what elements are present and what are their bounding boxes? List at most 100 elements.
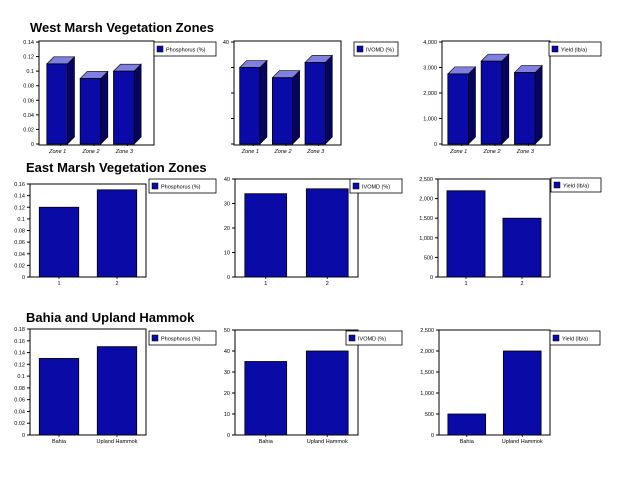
y-tick-label: 0.1 [17,374,25,380]
legend-label: Yield (lb/a) [563,184,589,190]
section-title-east-marsh: East Marsh Vegetation Zones [26,160,207,175]
y-tick-label: 1,500 [420,370,434,376]
y-tick-label: 0.04 [23,113,34,119]
y-tick-label: 0.02 [23,127,34,133]
legend-swatch [156,45,164,53]
x-tick-label: Zone 1 [48,149,66,155]
y-tick-label: 0.02 [14,263,25,269]
legend-swatch [553,181,561,189]
chart-east-yield: 0 500 1,000 1,500 2,000 2,500 1 2 Yield (lb/a) [419,177,602,287]
y-tick-label: 1,000 [423,117,437,123]
legend-swatch [151,182,159,190]
y-tick-label: 0.06 [14,240,25,246]
y-tick-label: 2,500 [420,328,434,334]
y-tick-label: 0.12 [14,205,25,211]
y-tick-label: 0.14 [23,40,34,46]
x-tick-label: Bahia [460,439,475,445]
chart-east-phosphorus: 0 0.02 0.04 0.06 0.08 0.1 0.12 0.14 0.16 1 2 Phosph… [14,178,217,287]
bar [79,78,102,145]
chart-west-yield: 0 1,000 2,000 3,000 4,000 Zone 1 Zone 2 Zone 3 Y… [423,40,602,155]
y-tick-label: 0.12 [23,55,34,61]
y-tick-label: 500 [425,412,434,418]
bar [502,350,542,436]
chart-bahia-phosphorus: 0 0.02 0.04 0.06 0.08 0.1 0.12 0.14 0.16 0.18 Bahi… [14,327,217,445]
bar-side [67,56,75,145]
y-tick-label: 2,500 [419,177,433,183]
y-tick-label: 4,000 [423,40,437,46]
y-tick-label: 0.04 [14,409,25,415]
x-tick-label: Bahia [259,439,274,445]
y-tick-label: 0 [430,275,433,281]
legend-swatch [352,182,360,190]
x-tick-label: Zone 1 [241,149,259,155]
x-tick-label: Zone 2 [81,149,99,155]
legend-label: Yield (lb/a) [562,337,588,343]
x-tick-label: Zone 3 [516,149,535,155]
legend-box [148,330,217,346]
y-tick-label: 0.16 [14,339,25,345]
y-tick-label: 0.12 [14,362,25,368]
bar [46,63,68,145]
legend-label: Phosphorus (%) [161,337,201,343]
y-tick-label: 40 [224,349,230,355]
y-tick-label: 500 [424,255,433,261]
y-tick-label: 2,000 [419,197,433,203]
legend-label: IVOMD (%) [362,185,390,191]
bar-side [468,66,476,145]
chart-west-ivomd: 40 Zone 1 Zone 2 Zone 3 IVOMD (%) [223,40,399,155]
y-tick-label: 0 [22,433,25,439]
chart-west-phosphorus: 0 0.02 0.04 0.06 0.08 0.1 0.12 0.14 Zone 1 Zone 2… [23,40,217,155]
bar-side [501,53,510,145]
y-tick-label: 0 [227,433,230,439]
y-tick-label: 0.04 [14,252,25,258]
bar [304,61,326,145]
bar [113,70,135,145]
legend-box [345,330,403,346]
x-tick-label: 2 [326,281,329,287]
bar [96,189,138,278]
legend-box [548,41,602,57]
y-tick-label: 0 [434,142,437,148]
x-tick-label: Zone 2 [273,149,291,155]
y-tick-label: 30 [224,202,230,208]
y-tick-label: 0.02 [14,421,25,427]
bar [38,206,80,278]
y-tick-label: 0 [31,142,34,148]
x-tick-label: 1 [264,281,267,287]
y-tick-label: 20 [224,226,230,232]
legend-swatch [356,45,364,53]
x-tick-label: 1 [57,281,60,287]
y-tick-label: 0.14 [14,194,25,200]
legend-swatch [151,334,159,342]
y-tick-label: 0.06 [14,398,25,404]
bar [271,77,294,145]
legend-box [153,41,217,57]
x-tick-label: Zone 3 [306,149,325,155]
y-tick-label: 20 [224,391,230,397]
x-tick-label: Zone 2 [482,149,500,155]
bar-side [534,64,543,145]
y-tick-label: 0.08 [23,84,34,90]
bar [480,60,503,145]
x-tick-label: 2 [520,281,523,287]
bar-side [100,70,109,145]
x-tick-label: Upland Hammok [502,439,543,445]
bar [447,413,487,436]
y-tick-label: 0.06 [23,98,34,104]
y-tick-label: 2,000 [420,349,434,355]
y-tick-label: 10 [224,251,230,257]
legend-box [353,41,399,57]
x-tick-label: Bahia [52,439,67,445]
y-tick-label: 0.14 [14,351,25,357]
bar [446,190,486,278]
y-tick-label: 0.1 [17,217,25,223]
y-tick-label: 50 [224,328,230,334]
y-tick-label: 40 [223,40,229,46]
bar-side [133,63,142,145]
bar [502,217,542,278]
y-tick-label: 30 [224,370,230,376]
y-tick-label: 0 [227,275,230,281]
y-tick-label: 0 [22,275,25,281]
y-tick-label: 10 [224,412,230,418]
y-tick-label: 0.1 [26,69,34,75]
